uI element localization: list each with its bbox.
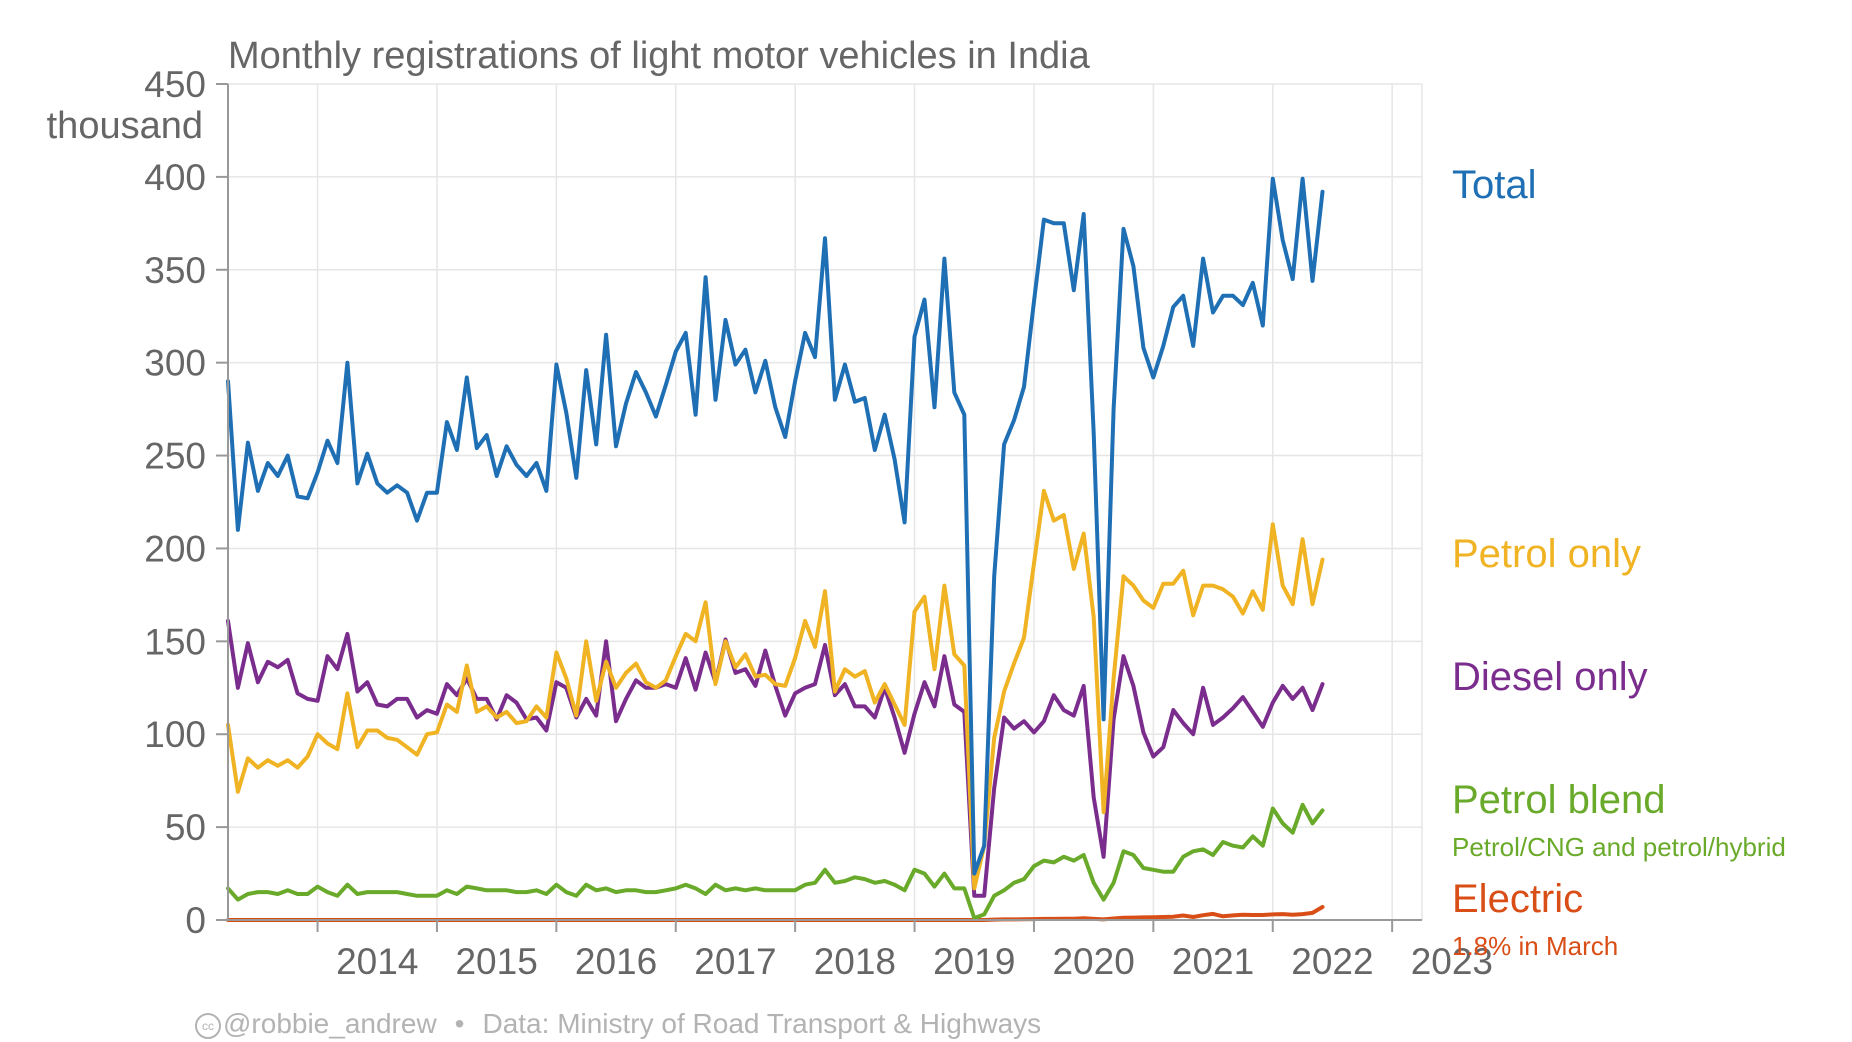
series-note-electric: 1.8% in March	[1452, 931, 1618, 961]
series-label-total: Total	[1452, 163, 1537, 207]
y-tick-label-250: 250	[144, 436, 206, 477]
x-tick-label-2020: 2020	[1052, 941, 1134, 982]
series-line-electric	[226, 905, 1325, 922]
series-label-electric: Electric	[1452, 877, 1583, 921]
y-tick-label-200: 200	[144, 528, 206, 569]
y-tick-label-450: 450	[144, 64, 206, 105]
author-handle: @robbie_andrew	[223, 1008, 437, 1039]
y-tick-label-50: 50	[165, 807, 206, 848]
x-tick-label-2019: 2019	[933, 941, 1015, 982]
x-tick-label-2022: 2022	[1291, 941, 1373, 982]
series-line-petrol-only	[226, 488, 1325, 891]
series-line-total	[226, 176, 1325, 876]
x-tick-label-2014: 2014	[336, 941, 418, 982]
x-tick-label-2018: 2018	[814, 941, 896, 982]
series-label-petrol-blend: Petrol blend	[1452, 778, 1665, 822]
series-note-petrol-blend: Petrol/CNG and petrol/hybrid	[1452, 832, 1786, 862]
series-line-diesel-only	[226, 618, 1325, 898]
y-tick-label-0: 0	[185, 900, 206, 941]
series-line-petrol-blend	[226, 802, 1325, 921]
footer: cc @robbie_andrew • Data: Ministry of Road …	[195, 1008, 1041, 1040]
x-tick-label-2021: 2021	[1172, 941, 1254, 982]
y-tick-label-350: 350	[144, 250, 206, 291]
grid	[228, 83, 1423, 920]
x-tick-label-2023: 2023	[1411, 941, 1493, 982]
y-tick-label-100: 100	[144, 714, 206, 755]
data-source: Data: Ministry of Road Transport & Highw…	[482, 1008, 1042, 1039]
y-tick-label-150: 150	[144, 621, 206, 662]
series-lines	[226, 176, 1325, 922]
series-label-petrol-only: Petrol only	[1452, 532, 1641, 576]
y-tick-label-400: 400	[144, 157, 206, 198]
chart-title: Monthly registrations of light motor veh…	[228, 35, 1091, 77]
y-tick-label-300: 300	[144, 343, 206, 384]
axes: 0 50 100 150 200 250 300 350 400 450 2014 2015 2016 2…	[144, 64, 1493, 982]
x-tick-label-2016: 2016	[575, 941, 657, 982]
series-label-diesel-only: Diesel only	[1452, 655, 1648, 699]
series-end-labels: Total Petrol only Diesel only Petrol blend P…	[1452, 163, 1786, 961]
y-axis-unit-label: thousand	[47, 105, 203, 147]
x-tick-label-2017: 2017	[694, 941, 776, 982]
footer-separator: •	[454, 1008, 465, 1039]
x-tick-label-2015: 2015	[455, 941, 537, 982]
creative-commons-icon: cc	[195, 1013, 221, 1039]
